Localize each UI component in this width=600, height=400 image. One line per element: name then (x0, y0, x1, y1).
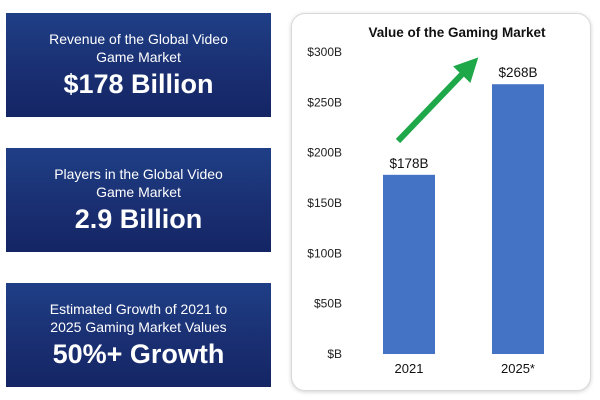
stat-value: $178 Billion (63, 69, 214, 99)
stat-caption: Revenue of the Global Video Game Market (49, 31, 228, 65)
data-labels: $178B $268B (389, 65, 537, 171)
x-tick-label: 2025* (501, 361, 535, 376)
bar-series (383, 84, 544, 355)
y-tick-label: $50B (314, 297, 342, 311)
stat-value: 50%+ Growth (52, 339, 225, 369)
y-tick-label: $300B (307, 45, 342, 59)
y-tick-label: $250B (307, 95, 342, 109)
stat-caption: Estimated Growth of 2021 to 2025 Gaming … (49, 301, 228, 335)
chart-title: Value of the Gaming Market (368, 25, 546, 40)
y-tick-label: $200B (307, 146, 342, 160)
y-axis: $B $50B $100B $150B $200B $250B $300B (307, 45, 342, 361)
bar-data-label: $178B (389, 156, 428, 171)
y-tick-label: $150B (307, 196, 342, 210)
bar-data-label: $268B (498, 65, 537, 80)
growth-arrow-icon (395, 57, 479, 144)
bar (492, 84, 544, 355)
stat-card-players: Players in the Global Video Game Market … (6, 148, 271, 252)
chart-panel: Value of the Gaming Market $B $50B $100B $1… (291, 13, 591, 391)
stat-card-growth: Estimated Growth of 2021 to 2025 Gaming … (6, 283, 271, 387)
stat-caption: Players in the Global Video Game Market (54, 166, 223, 200)
bar-chart: Value of the Gaming Market $B $50B $100B $1… (307, 25, 546, 376)
x-axis: 2021 2025* (395, 361, 535, 376)
x-tick-label: 2021 (395, 361, 424, 376)
stat-value: 2.9 Billion (74, 204, 203, 234)
y-tick-label: $B (327, 347, 342, 361)
y-tick-label: $100B (307, 246, 342, 260)
bar (383, 174, 435, 354)
stat-card-revenue: Revenue of the Global Video Game Market … (6, 13, 271, 117)
